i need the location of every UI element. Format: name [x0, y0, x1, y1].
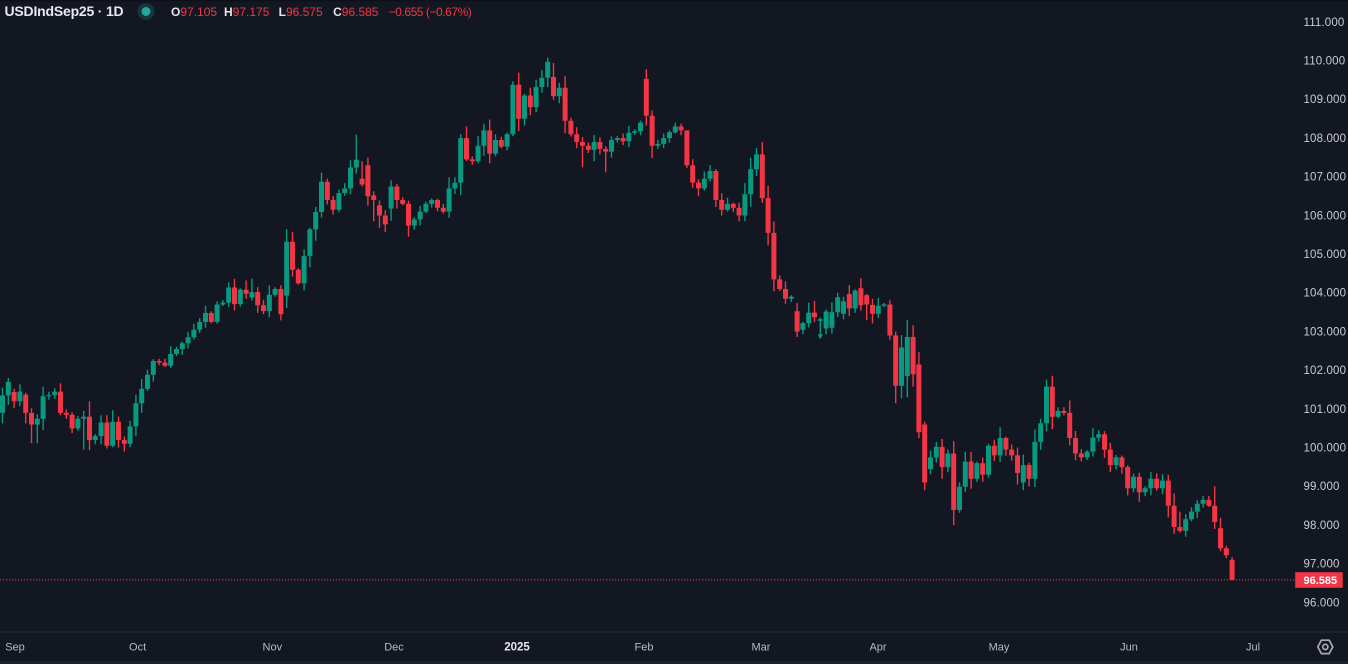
svg-text:109.000: 109.000 [1304, 94, 1347, 106]
svg-text:Dec: Dec [384, 642, 404, 654]
svg-text:110.000: 110.000 [1304, 56, 1346, 68]
svg-text:Mar: Mar [752, 642, 771, 654]
svg-text:100.000: 100.000 [1304, 443, 1347, 455]
svg-text:99.000: 99.000 [1304, 481, 1340, 493]
svg-text:104.000: 104.000 [1304, 288, 1347, 300]
svg-text:Apr: Apr [869, 642, 886, 654]
svg-text:Oct: Oct [129, 642, 146, 654]
svg-text:Nov: Nov [263, 642, 283, 654]
svg-text:2025: 2025 [504, 642, 530, 654]
svg-text:May: May [989, 642, 1010, 654]
svg-text:103.000: 103.000 [1304, 326, 1347, 338]
svg-text:97.000: 97.000 [1304, 559, 1340, 571]
svg-text:101.000: 101.000 [1304, 404, 1347, 416]
svg-text:USDIndSep25 · 1D: USDIndSep25 · 1D [5, 3, 124, 19]
svg-text:96.000: 96.000 [1304, 597, 1340, 609]
svg-text:Jul: Jul [1246, 642, 1260, 654]
svg-text:102.000: 102.000 [1304, 365, 1347, 377]
svg-text:Sep: Sep [5, 642, 25, 654]
svg-text:Feb: Feb [635, 642, 654, 654]
svg-text:107.000: 107.000 [1304, 172, 1347, 184]
svg-text:111.000: 111.000 [1304, 17, 1345, 29]
svg-text:108.000: 108.000 [1304, 133, 1347, 145]
svg-text:105.000: 105.000 [1304, 249, 1347, 261]
svg-text:96.585: 96.585 [1304, 575, 1338, 587]
svg-text:98.000: 98.000 [1304, 520, 1340, 532]
svg-text:Jun: Jun [1120, 642, 1138, 654]
svg-text:106.000: 106.000 [1304, 210, 1347, 222]
